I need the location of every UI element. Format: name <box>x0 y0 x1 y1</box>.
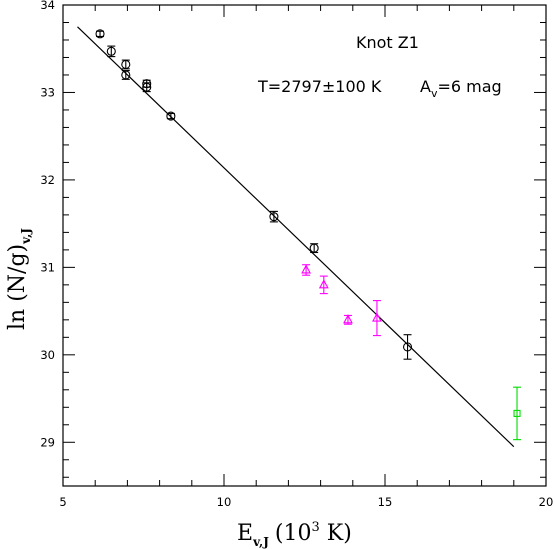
data-point-square <box>513 386 522 441</box>
plot-frame <box>62 4 547 487</box>
fit-line <box>77 26 515 448</box>
data-point-circle <box>121 59 131 70</box>
x-tick-label: 5 <box>59 495 66 509</box>
data-point-circle <box>309 243 319 254</box>
annotation-temperature: T=2797±100 K <box>257 77 382 96</box>
data-point-circle <box>166 111 176 121</box>
annotation-extinction: Av=6 mag <box>420 77 502 100</box>
triangle-marker <box>301 264 312 274</box>
data-point-circle <box>121 70 131 80</box>
triangle-marker <box>372 312 382 322</box>
circle-marker <box>269 212 279 222</box>
data-point-circle <box>402 334 413 360</box>
circle-marker <box>402 342 413 352</box>
circle-marker <box>142 82 152 92</box>
data-point-triangle <box>372 300 382 337</box>
triangle-marker <box>343 314 353 324</box>
y-tick-label: 33 <box>40 85 55 99</box>
circle-marker <box>166 111 176 121</box>
circle-marker <box>95 29 105 39</box>
circle-marker <box>121 59 131 70</box>
data-point-triangle <box>318 275 329 295</box>
data-point-triangle <box>343 314 353 325</box>
annotation-knot: Knot Z1 <box>356 33 419 52</box>
y-axis-label: ln (N/g)v,J <box>5 228 33 330</box>
fit-line-group <box>77 26 515 448</box>
data-point-circle <box>95 29 105 39</box>
y-tick-label: 34 <box>40 0 55 12</box>
axis-ticks: 5 10 15 20 29 30 31 32 33 34 <box>40 0 553 509</box>
x-axis-label: Ev,J (103 K) <box>237 520 352 549</box>
x-tick-label: 20 <box>539 495 554 509</box>
circle-marker <box>106 46 116 56</box>
triangle-marker <box>318 279 329 289</box>
data-point-triangle <box>301 264 312 276</box>
x-tick-label: 10 <box>217 495 232 509</box>
circle-marker <box>121 70 131 80</box>
data-point-circle <box>142 82 152 93</box>
y-tick-label: 29 <box>40 435 55 449</box>
y-tick-label: 30 <box>40 348 55 362</box>
data-point-circle <box>106 45 116 58</box>
plot-border <box>62 4 547 487</box>
square-marker <box>513 409 521 417</box>
y-tick-label: 31 <box>40 260 55 274</box>
y-tick-label: 32 <box>40 173 55 187</box>
x-tick-label: 15 <box>378 495 393 509</box>
circle-marker <box>309 243 319 253</box>
data-point-circle <box>269 210 279 223</box>
data-points <box>95 29 522 441</box>
